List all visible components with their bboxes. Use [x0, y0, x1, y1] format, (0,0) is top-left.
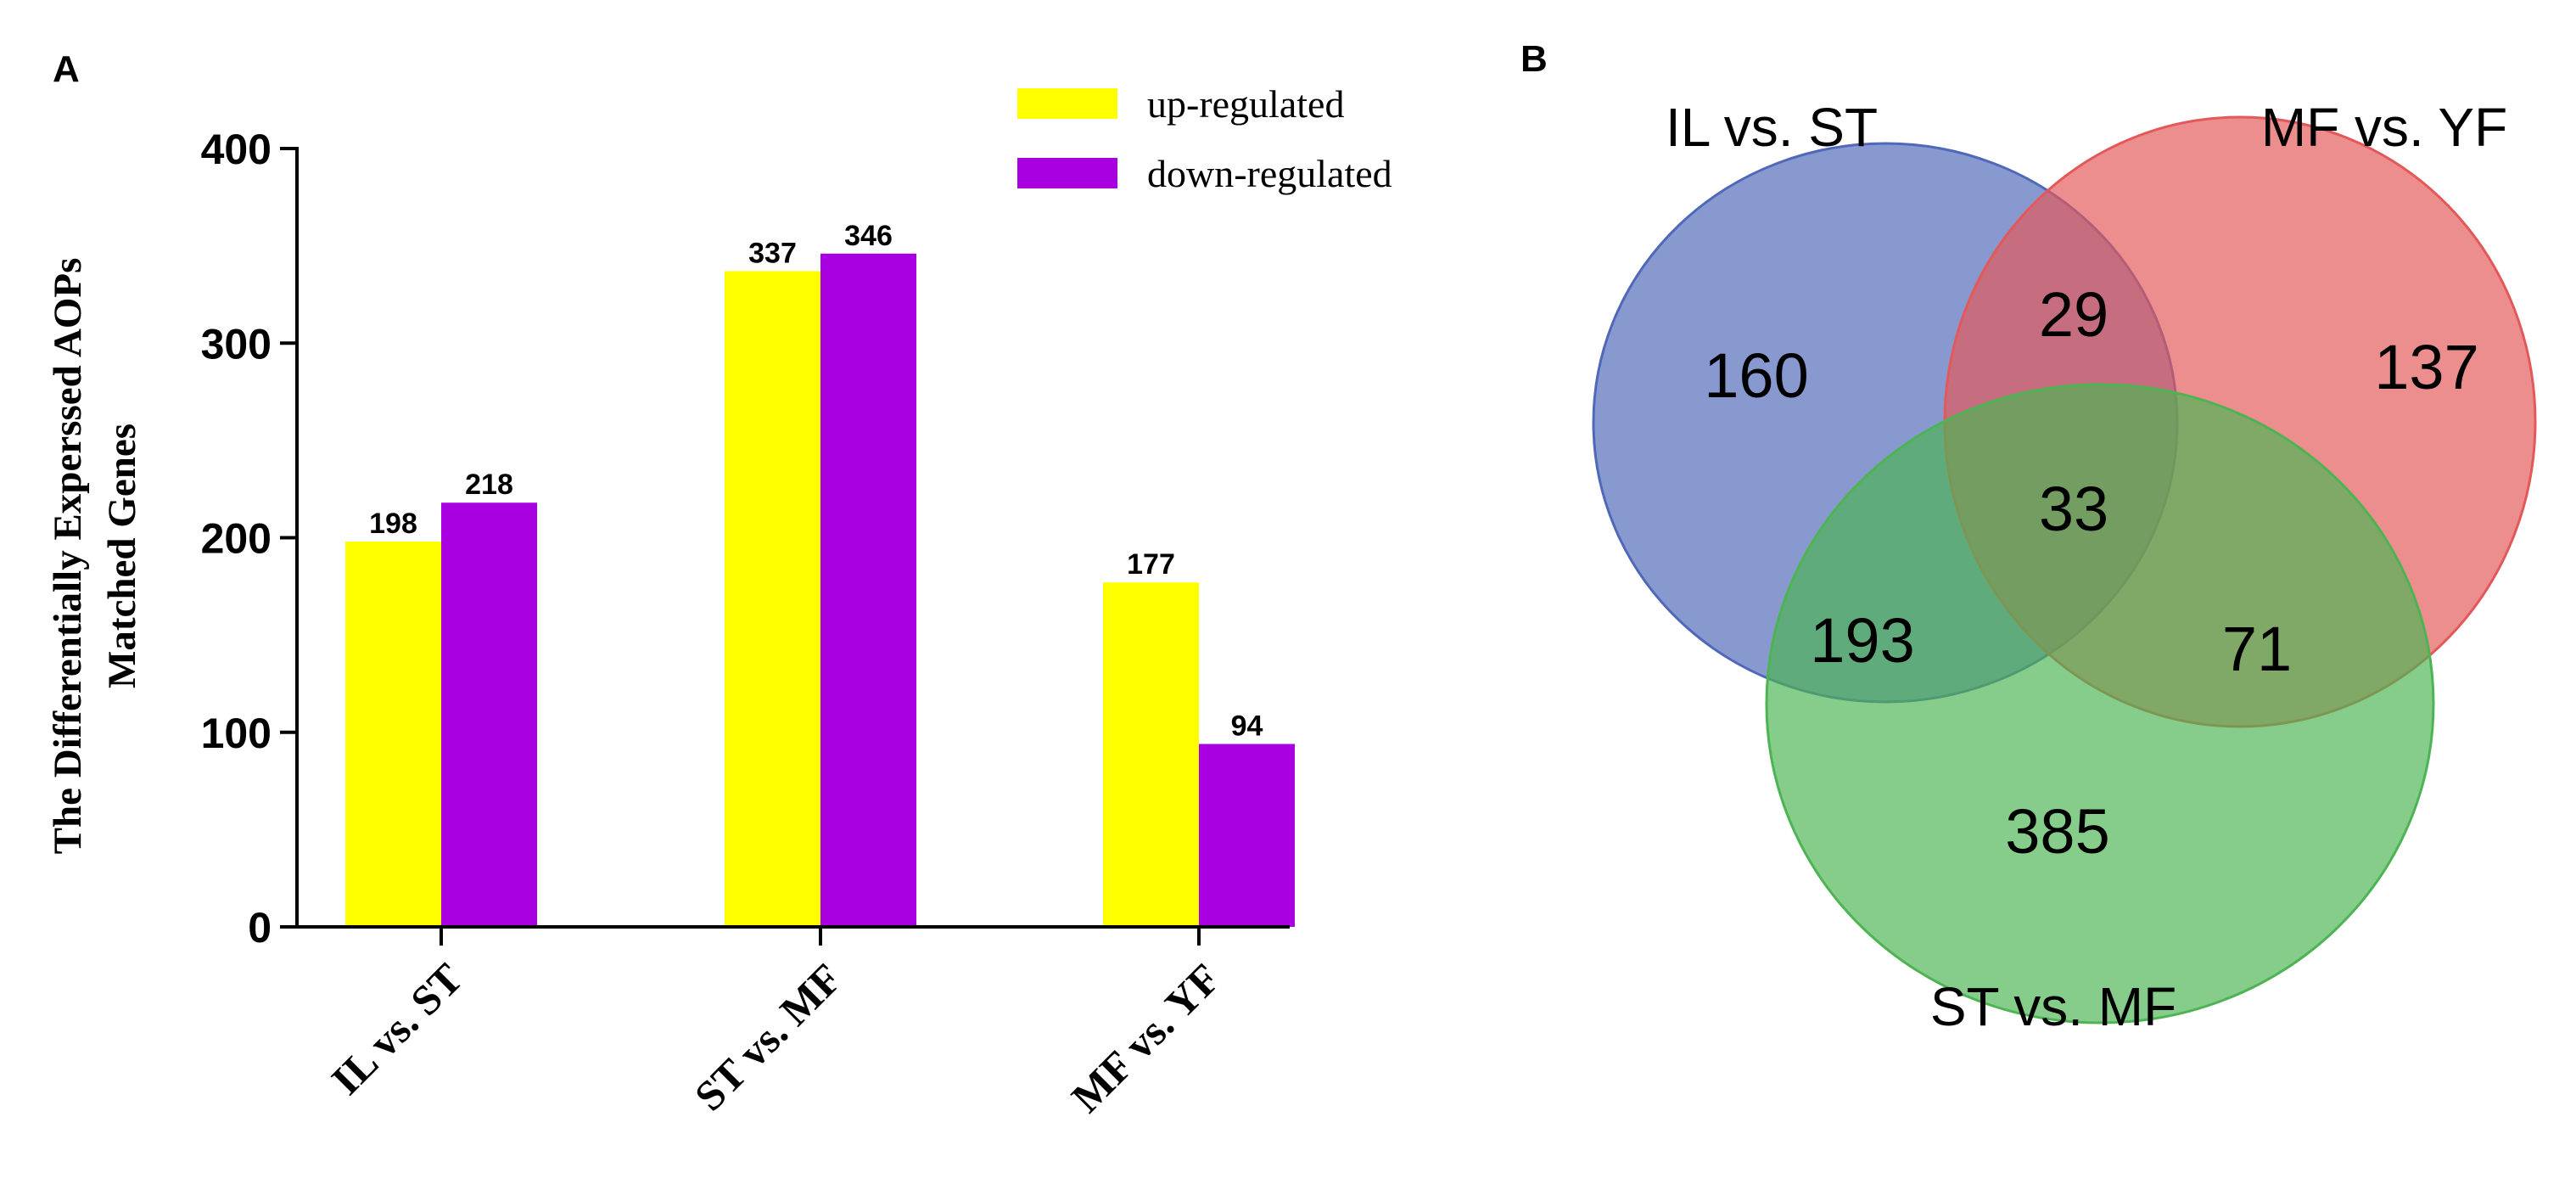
bar-label-down-regulated-st-vs-mf: 346: [844, 220, 893, 252]
venn-set-label-st-vs-mf: ST vs. MF: [1930, 976, 2176, 1037]
legend-label-up-regulated: up-regulated: [1147, 82, 1344, 126]
y-axis-ticks: 0 100 200 300 400: [201, 126, 297, 951]
bars: [345, 253, 1295, 927]
panel-a-bar-chart: A The Differentially Experssed AOPs Matc…: [46, 48, 1392, 1121]
panel-b-venn-diagram: B IL vs. ST MF vs. YF ST vs. MF 160 137 385 2…: [1520, 38, 2537, 1037]
y-tick-label: 400: [201, 126, 272, 173]
venn-count-il-vs-st-and-mf-vs-yf-and-st-vs-mf: 33: [2039, 474, 2108, 544]
legend: up-regulated down-regulated: [1017, 82, 1392, 195]
y-axis-label-line-1: The Differentially Experssed AOPs: [46, 258, 90, 855]
y-axis-label-line-2: Matched Genes: [100, 424, 144, 688]
y-tick-label: 300: [201, 320, 272, 368]
x-tick-label-st-vs-mf: ST vs. MF: [686, 954, 851, 1120]
panel-a-letter: A: [53, 48, 80, 90]
y-tick-label: 0: [248, 904, 272, 951]
bar-label-up-regulated-il-vs-st: 198: [369, 508, 417, 540]
venn-count-il-vs-st-and-st-vs-mf: 193: [1810, 605, 1914, 676]
venn-region-counts: 160 137 385 29 193 71 33: [1704, 279, 2478, 867]
legend-label-down-regulated: down-regulated: [1147, 152, 1392, 195]
bar-up-regulated-mf-vs-yf: [1103, 582, 1199, 927]
bar-down-regulated-st-vs-mf: [820, 253, 916, 927]
bar-label-up-regulated-st-vs-mf: 337: [748, 237, 797, 269]
panel-b-letter: B: [1520, 38, 1548, 80]
venn-set-label-mf-vs-yf: MF vs. YF: [2261, 97, 2507, 158]
venn-count-mf-vs-yf-and-st-vs-mf: 71: [2222, 614, 2292, 684]
x-tick-label-mf-vs-yf: MF vs. YF: [1062, 954, 1229, 1121]
bar-label-up-regulated-mf-vs-yf: 177: [1127, 548, 1175, 581]
bar-value-labels: 198 218 337 346 177 94: [369, 220, 1263, 743]
bar-up-regulated-st-vs-mf: [725, 271, 820, 927]
bar-down-regulated-il-vs-st: [441, 502, 537, 927]
y-tick-label: 100: [201, 710, 272, 757]
y-tick-label: 200: [201, 515, 272, 563]
legend-swatch-down-regulated: [1017, 158, 1117, 188]
venn-circle-st-vs-mf: [1765, 383, 2435, 1024]
bar-label-down-regulated-il-vs-st: 218: [465, 469, 513, 501]
venn-count-mf-vs-yf: 137: [2374, 332, 2478, 402]
x-axis-ticks: IL vs. ST ST vs. MF MF vs. YF: [322, 927, 1229, 1121]
venn-count-st-vs-mf: 385: [2005, 796, 2109, 867]
bar-down-regulated-mf-vs-yf: [1199, 744, 1295, 927]
venn-count-il-vs-st: 160: [1704, 340, 1808, 411]
bar-up-regulated-il-vs-st: [345, 542, 441, 927]
legend-swatch-up-regulated: [1017, 88, 1117, 119]
y-axis-label: The Differentially Experssed AOPs Matche…: [46, 258, 144, 855]
bar-label-down-regulated-mf-vs-yf: 94: [1231, 710, 1263, 743]
venn-count-il-vs-st-and-mf-vs-yf: 29: [2039, 279, 2108, 350]
venn-set-labels: IL vs. ST MF vs. YF ST vs. MF: [1666, 97, 2507, 1037]
venn-set-label-il-vs-st: IL vs. ST: [1666, 97, 1878, 158]
x-tick-label-il-vs-st: IL vs. ST: [322, 954, 472, 1103]
venn-circles: [1592, 115, 2537, 1024]
